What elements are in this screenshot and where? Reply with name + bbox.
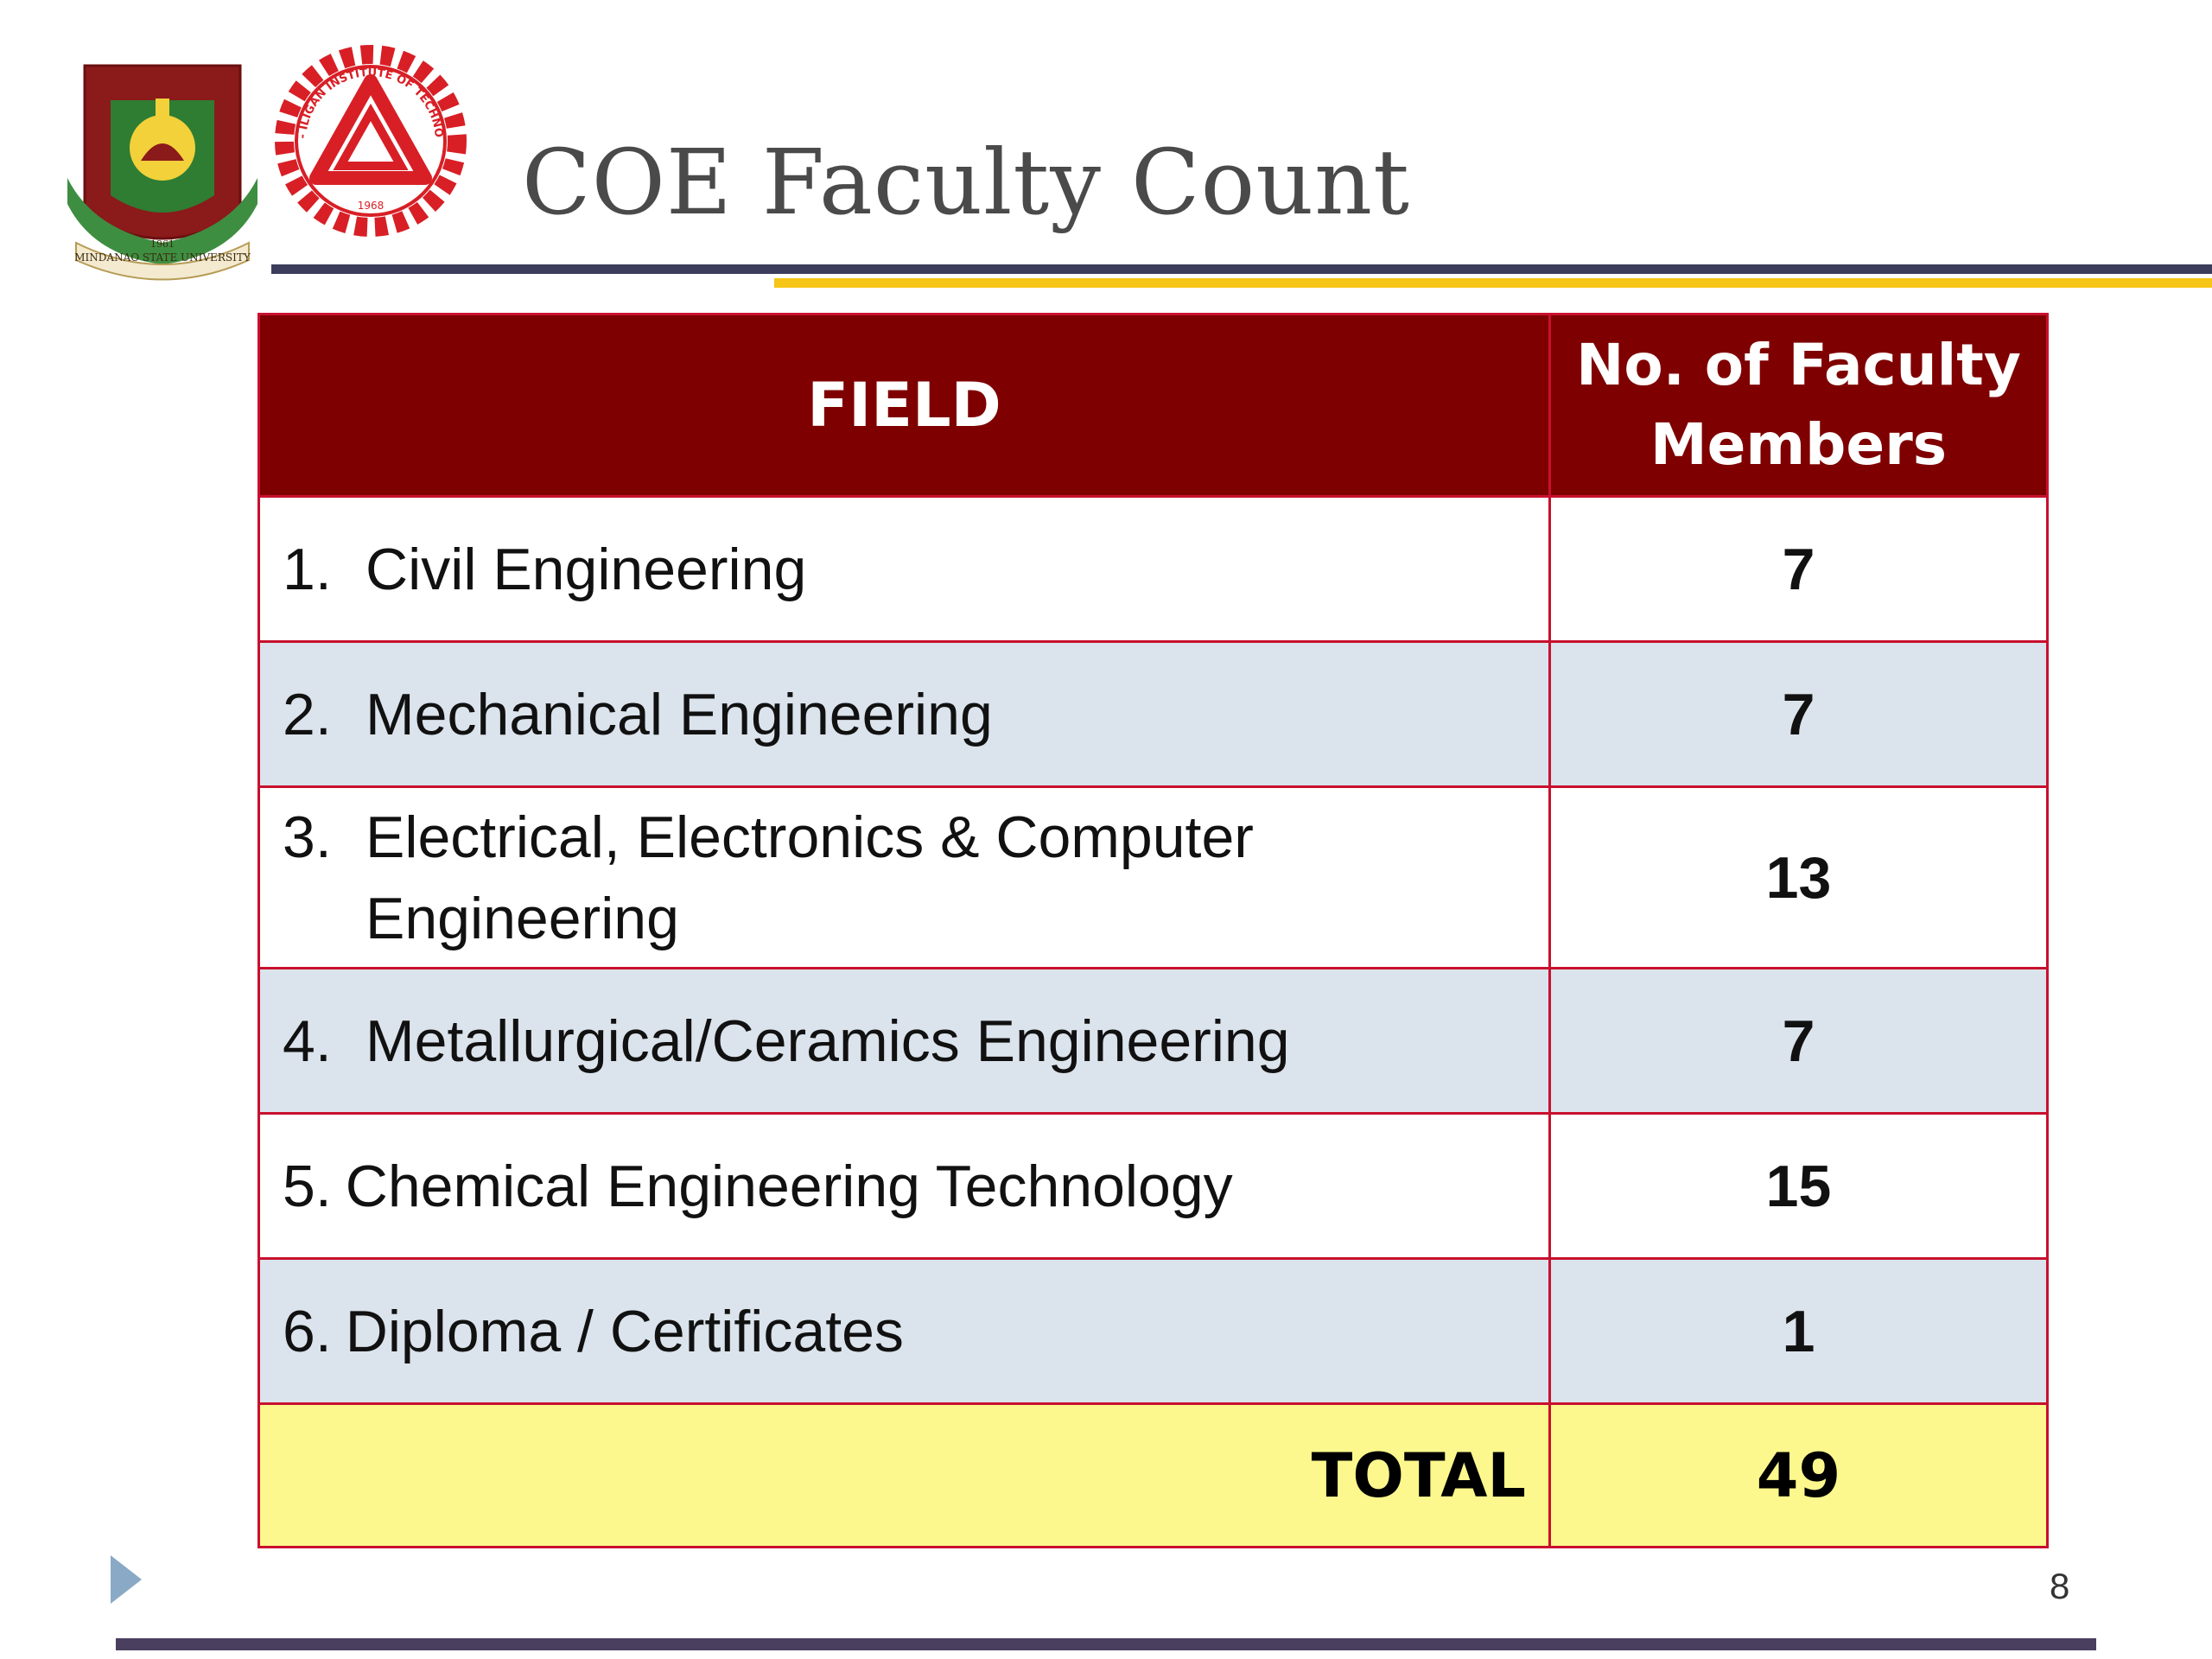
field-name: Mechanical Engineering	[365, 681, 993, 747]
faculty-count-table: FIELD No. of Faculty Members 1. Civil En…	[257, 313, 2049, 1548]
iit-logo-year: 1968	[358, 200, 385, 212]
slide-nav-triangle-icon	[111, 1555, 142, 1604]
footer-rule	[116, 1638, 2096, 1650]
field-name: Civil Engineering	[365, 536, 807, 602]
total-value: 49	[1548, 1402, 2049, 1548]
field-name: Diploma / Certificates	[345, 1298, 904, 1364]
total-label: TOTAL	[257, 1402, 1551, 1548]
field-cell: 4. Metallurgical/Ceramics Engineering	[257, 967, 1551, 1115]
table-row: 2. Mechanical Engineering 7	[257, 640, 2049, 788]
title-rule-gold	[774, 278, 2212, 288]
msu-seal-year: 1961	[150, 238, 175, 250]
table-row: 1. Civil Engineering 7	[257, 495, 2049, 643]
header-count-line2: Members	[1649, 411, 1948, 478]
field-cell: 3. Electrical, Electronics & Computer En…	[257, 785, 1551, 969]
faculty-count: 7	[1548, 967, 2049, 1115]
iit-gear-logo: MSU - ILIGAN INSTITUTE OF TECHNOLOGY 196…	[270, 40, 467, 237]
field-name-line2: Engineering	[365, 885, 679, 951]
table-row: 5. Chemical Engineering Technology 15	[257, 1112, 2049, 1260]
field-cell: 1. Civil Engineering	[257, 495, 1551, 643]
field-cell: 2. Mechanical Engineering	[257, 640, 1551, 788]
field-name-line1: Electrical, Electronics & Computer	[365, 804, 1254, 870]
field-cell: 5. Chemical Engineering Technology	[257, 1112, 1551, 1260]
table-row: 6. Diploma / Certificates 1	[257, 1257, 2049, 1405]
title-rule-navy	[271, 264, 2212, 274]
table-row: 4. Metallurgical/Ceramics Engineering 7	[257, 967, 2049, 1115]
slide-title: COE Faculty Count	[522, 130, 1410, 235]
msu-seal-logo: MINDANAO STATE UNIVERSITY 1961	[67, 64, 257, 281]
faculty-count: 15	[1548, 1112, 2049, 1260]
field-name: Chemical Engineering Technology	[345, 1153, 1233, 1219]
table-row: 3. Electrical, Electronics & Computer En…	[257, 785, 2049, 969]
faculty-count: 13	[1548, 785, 2049, 969]
faculty-count: 7	[1548, 640, 2049, 788]
field-name: Electrical, Electronics & Computer Engin…	[365, 797, 1254, 959]
row-number: 2.	[283, 681, 332, 747]
msu-seal-name: MINDANAO STATE UNIVERSITY	[74, 251, 251, 264]
header-count-line1: No. of Faculty	[1576, 332, 2021, 398]
faculty-count: 7	[1548, 495, 2049, 643]
header-field: FIELD	[257, 313, 1551, 498]
field-cell: 6. Diploma / Certificates	[257, 1257, 1551, 1405]
total-row: TOTAL 49	[257, 1402, 2049, 1548]
row-number: 3.	[283, 804, 332, 870]
header-faculty-count: No. of Faculty Members	[1548, 313, 2049, 498]
row-number: 1.	[283, 536, 332, 602]
table-header-row: FIELD No. of Faculty Members	[257, 313, 2049, 498]
field-name: Metallurgical/Ceramics Engineering	[365, 1007, 1290, 1074]
page-number: 8	[2050, 1566, 2070, 1606]
faculty-count: 1	[1548, 1257, 2049, 1405]
row-number: 6.	[283, 1298, 332, 1364]
row-number: 5.	[283, 1153, 332, 1219]
row-number: 4.	[283, 1007, 332, 1074]
